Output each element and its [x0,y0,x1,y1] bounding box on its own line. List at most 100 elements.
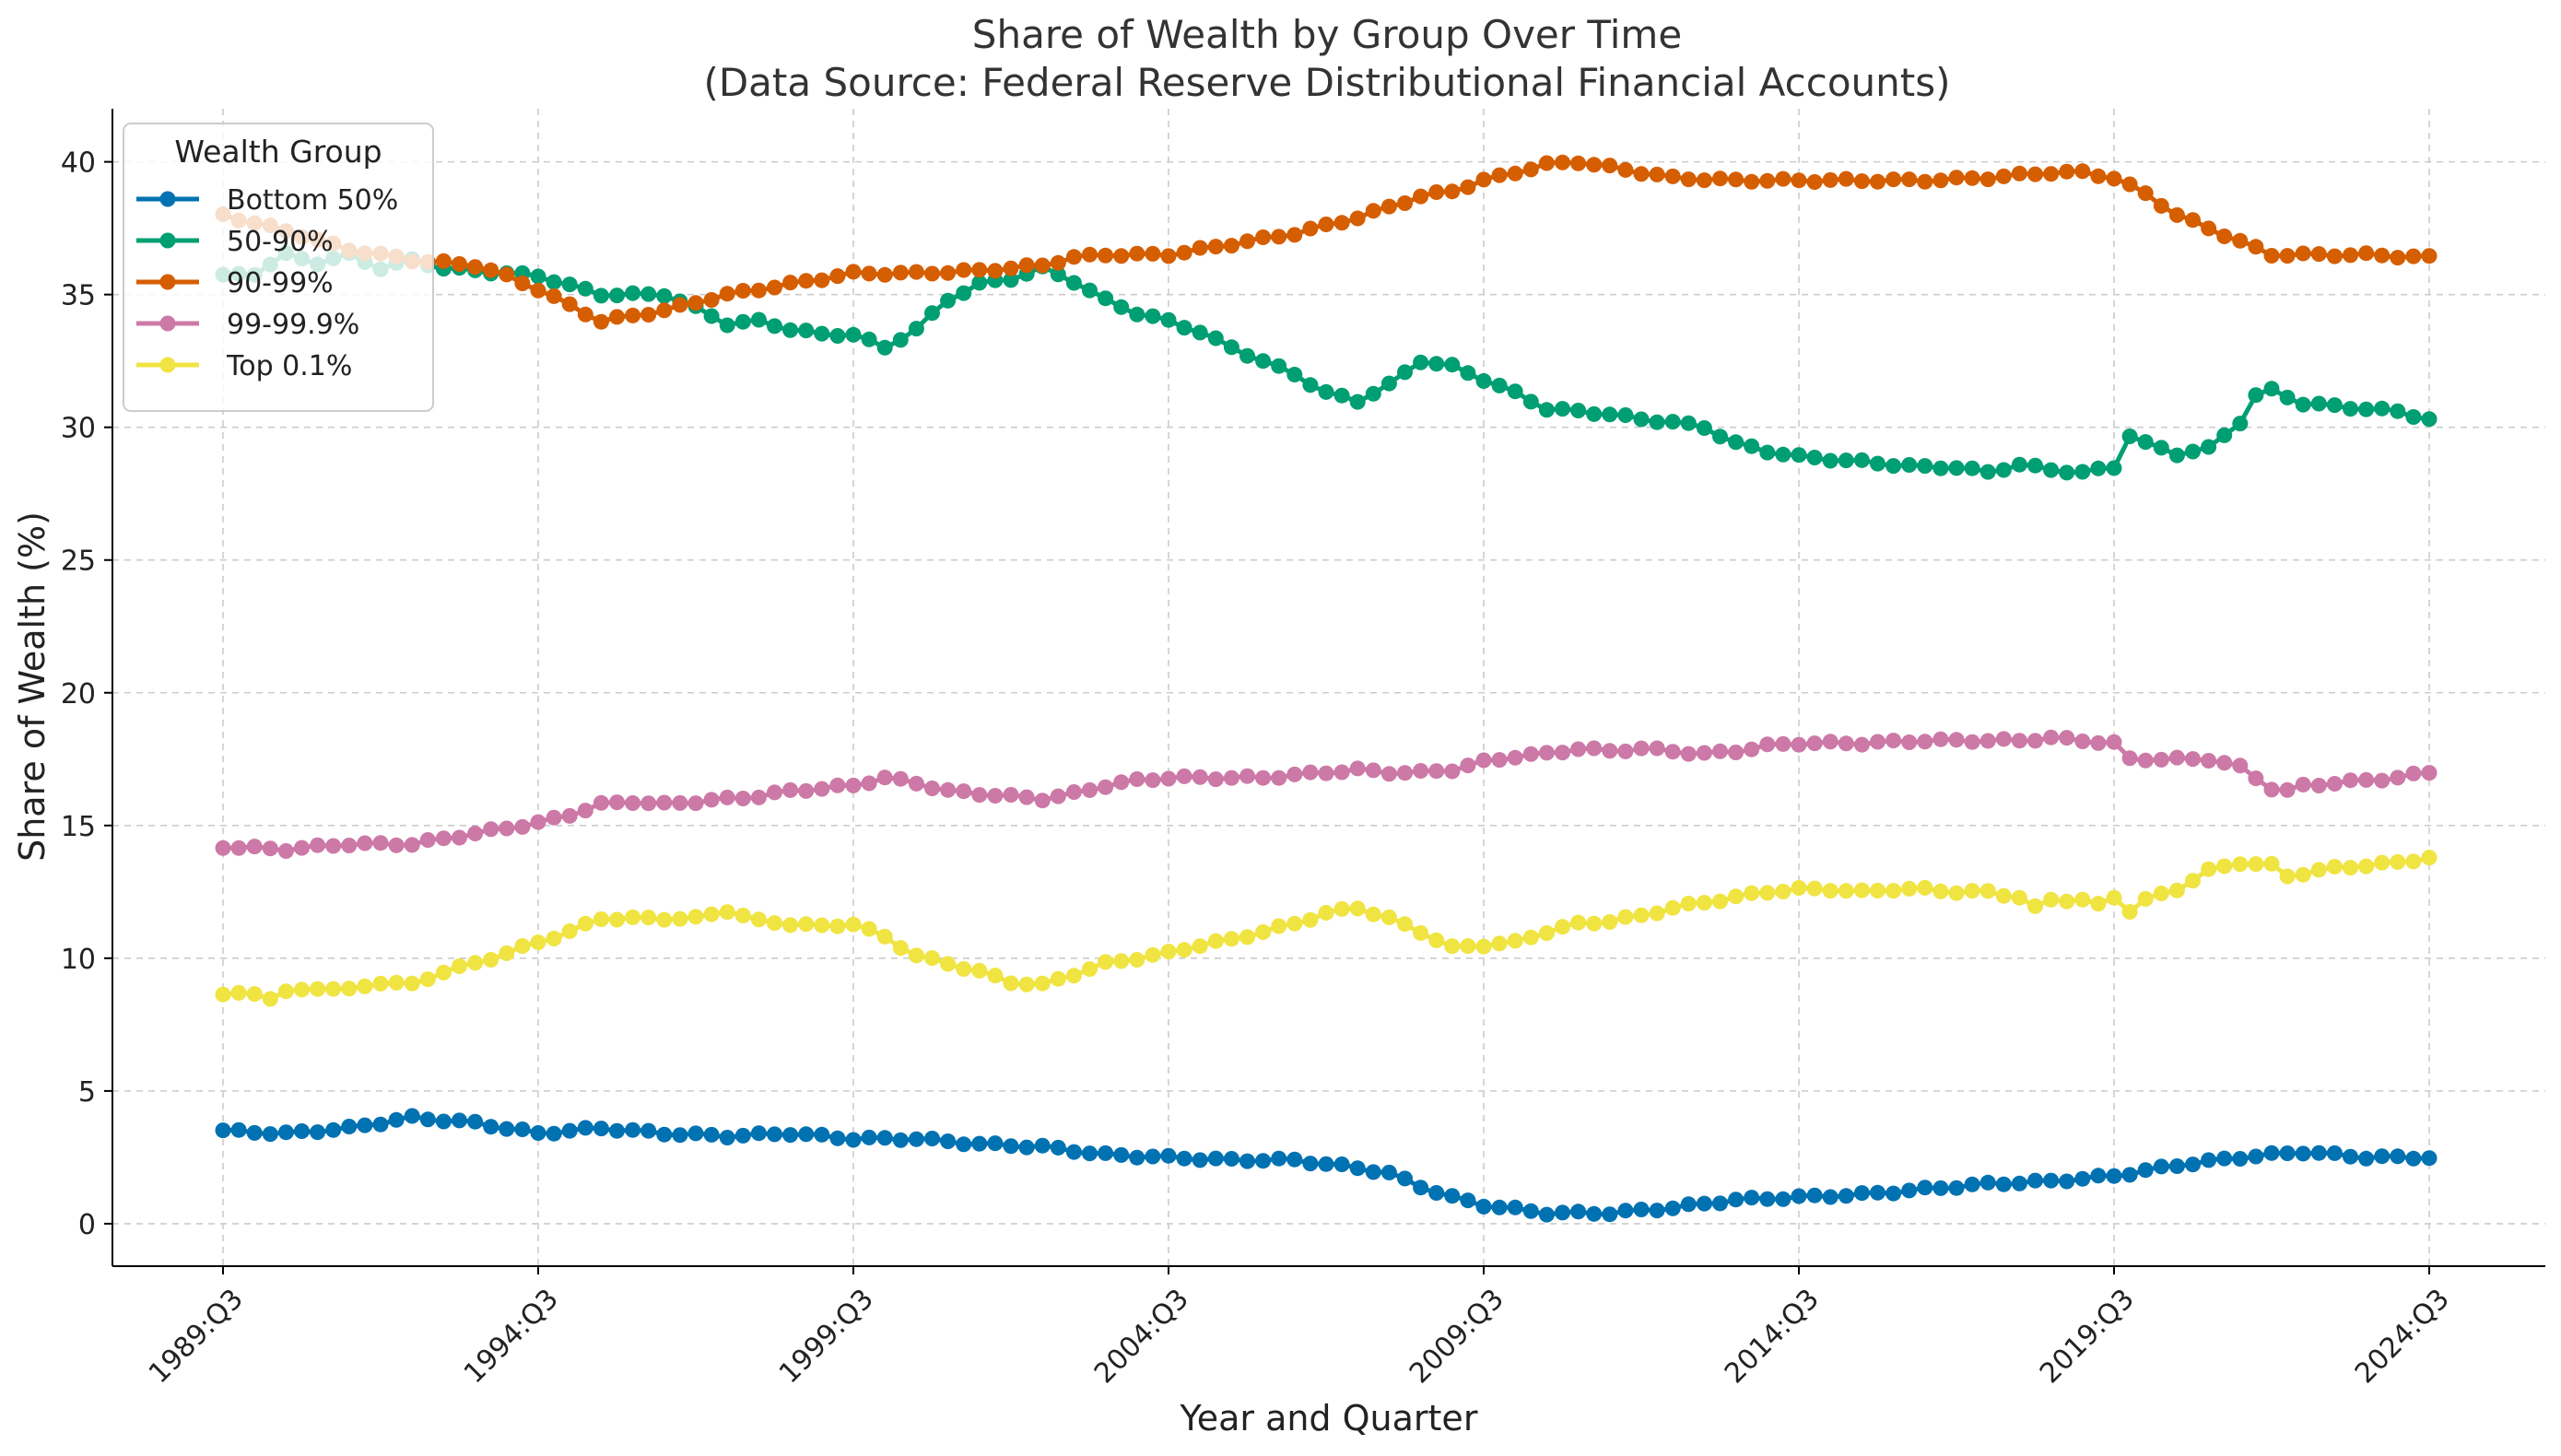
data-point [514,1121,531,1137]
data-point [1633,907,1650,923]
data-point [1271,918,1287,934]
data-point [1791,736,1807,753]
data-point [1129,1149,1145,1166]
data-point [971,262,988,278]
data-point [2421,850,2438,866]
data-point [2168,447,2185,464]
data-point [2074,163,2091,180]
data-point [1444,1188,1461,1204]
data-point [1491,752,1508,769]
data-point [1239,347,1255,364]
data-point [1917,1180,1933,1196]
data-point [1271,1150,1287,1167]
data-point [2390,769,2406,786]
data-point [325,1121,342,1138]
data-point [845,264,862,280]
data-point [1664,744,1681,760]
data-point [656,288,673,304]
data-point [1838,735,1854,752]
data-point [687,295,704,311]
data-point [1555,745,1570,761]
data-point [404,975,420,992]
data-point [2153,886,2169,901]
data-point [861,921,877,937]
data-point [1791,880,1807,896]
data-point [782,917,799,933]
data-point [2279,1145,2296,1161]
data-point [987,1135,1004,1152]
data-point [767,915,782,932]
data-point [1538,1206,1555,1223]
data-point [892,1132,909,1148]
chart-subtitle: (Data Source: Federal Reserve Distributi… [703,60,1950,105]
data-point [1886,883,1902,899]
data-point [1570,155,1587,171]
data-point [2310,862,2327,878]
data-point [1602,743,1618,759]
data-point [940,1133,957,1149]
data-point [1318,1156,1334,1172]
data-point [1365,762,1381,779]
data-point [1932,1180,1949,1196]
legend-item-50-90: 50-90% [136,226,334,258]
data-point [1380,766,1397,782]
data-point [703,906,720,922]
data-point [1775,446,1792,463]
data-point [1302,220,1319,237]
data-point [561,807,578,824]
data-point [2248,387,2264,404]
data-point [687,1125,704,1142]
data-point [1979,1174,1996,1191]
data-point [1649,1203,1665,1219]
data-point [2374,772,2391,789]
data-point [2059,730,2075,746]
data-point [1649,414,1665,430]
data-point [1413,354,1429,370]
data-point [750,311,767,328]
data-point [1586,405,1603,422]
data-point [2011,733,2027,749]
data-point [1680,746,1697,762]
data-point [2279,868,2296,885]
data-point [1617,1203,1634,1219]
data-point [2106,170,2122,187]
data-point [1507,1199,1523,1215]
data-point [2168,882,2185,898]
gridlines [112,109,2545,1266]
data-point [1728,1192,1745,1208]
data-point [294,981,310,998]
data-point [1397,195,1413,211]
data-point [1775,1191,1792,1207]
data-point [1664,1200,1681,1216]
data-point [1065,784,1082,800]
data-point [2263,781,2280,798]
data-point [908,775,924,792]
data-point [2421,1150,2438,1167]
data-point [1003,260,1019,276]
data-point [1397,364,1413,381]
data-point [1034,975,1051,992]
data-point [2043,462,2060,478]
data-point [2185,873,2201,889]
data-point [1728,745,1745,760]
data-point [388,837,405,853]
data-point [1744,438,1760,454]
data-point [1003,1138,1019,1155]
legend-label: Bottom 50% [227,184,398,217]
data-point [1413,1180,1429,1196]
data-point [310,1124,326,1141]
data-point [656,794,673,811]
series-bottom-50 [215,1108,2438,1223]
data-point [609,911,625,928]
data-point [1397,1170,1413,1187]
data-point [656,302,673,319]
data-point [1160,1147,1177,1164]
data-point [2295,776,2311,793]
data-point [2295,396,2311,413]
data-point [230,840,247,856]
data-point [2374,1148,2391,1165]
data-point [1239,1153,1255,1169]
data-point [514,276,531,291]
data-point [561,1122,578,1139]
data-point [1223,931,1239,947]
